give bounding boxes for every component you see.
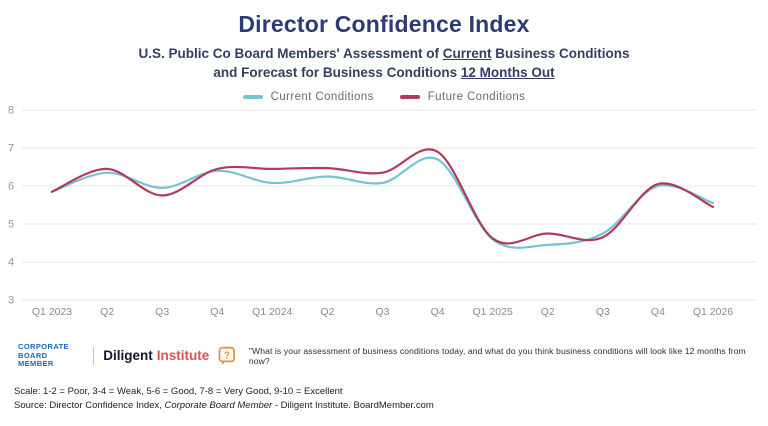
x-tick-q4: Q4 (651, 306, 665, 318)
chart-subtitle: U.S. Public Co Board Members' Assessment… (0, 44, 768, 82)
chart-legend: Current Conditions Future Conditions (0, 91, 768, 103)
logo-line2: BOARD MEMBER (18, 350, 54, 369)
confidence-chart: 3 4 5 6 7 8 Q1 2023 Q2 Q3 Q4 Q1 2024 Q2 Q3 Q4 Q1 2025 Q… (0, 100, 768, 330)
x-tick-q1-2025: Q1 2025 (473, 306, 513, 318)
x-tick-q4: Q4 (210, 306, 224, 318)
footer: CORPORATE BOARD MEMBER Diligent Institute… (14, 343, 758, 411)
legend-item-current: Current Conditions (242, 91, 374, 103)
confidence-chart-svg: 3 4 5 6 7 8 Q1 2023 Q2 Q3 Q4 Q1 2024 Q2 Q3 Q4 Q1 2025 Q… (8, 105, 756, 318)
survey-question-text: "What is your assessment of business con… (248, 346, 746, 366)
subtitle-line1-underlined: Current (442, 46, 492, 61)
diligent-wordmark: Diligent (103, 348, 153, 363)
y-tick-4: 4 (8, 257, 14, 269)
brand-row: CORPORATE BOARD MEMBER Diligent Institute… (18, 343, 758, 369)
x-tick-q2: Q2 (541, 306, 555, 318)
x-tick-q2: Q2 (320, 306, 334, 318)
legend-item-future: Future Conditions (399, 91, 526, 103)
future-conditions-line (50, 148, 715, 245)
y-tick-3: 3 (8, 295, 14, 307)
x-tick-q1-2023: Q1 2023 (32, 306, 72, 318)
y-tick-6: 6 (8, 181, 14, 193)
svg-text:?: ? (224, 350, 230, 361)
source-post: - Diligent Institute. BoardMember.com (272, 400, 434, 411)
institute-wordmark: Institute (156, 348, 210, 363)
x-tick-q3: Q3 (155, 306, 169, 318)
x-tick-q3: Q3 (375, 306, 389, 318)
source-pre: Source: Director Confidence Index, (14, 400, 165, 411)
subtitle-line2-pre: and Forecast for Business Conditions (213, 65, 461, 80)
y-tick-7: 7 (8, 143, 14, 155)
chart-header: Director Confidence Index U.S. Public Co… (0, 0, 768, 82)
y-tick-8: 8 (8, 105, 14, 117)
source-note: Source: Director Confidence Index, Corpo… (14, 400, 434, 411)
logo-line1: CORPORATE (18, 342, 69, 352)
x-tick-q4: Q4 (431, 306, 445, 318)
page-title: Director Confidence Index (238, 11, 530, 37)
subtitle-line2-underlined: 12 Months Out (460, 65, 555, 80)
legend-label-current: Current Conditions (270, 91, 374, 103)
scale-note: Scale: 1-2 = Poor, 3-4 = Weak, 5-6 = Goo… (14, 386, 343, 397)
corporate-board-member-logo: CORPORATE BOARD MEMBER (18, 343, 84, 369)
question-bubble-icon: ? (218, 346, 236, 365)
subtitle-line1-pre: U.S. Public Co Board Members' Assessment… (138, 46, 443, 61)
x-tick-q3: Q3 (596, 306, 610, 318)
future-conditions-swatch (399, 95, 420, 99)
current-conditions-swatch (242, 95, 263, 99)
subtitle-line1-post: Business Conditions (491, 46, 630, 61)
current-conditions-line (50, 156, 715, 249)
x-tick-q2: Q2 (100, 306, 114, 318)
legend-label-future: Future Conditions (427, 91, 526, 103)
diligent-institute-logo: Diligent Institute (103, 347, 209, 365)
brand-divider (93, 347, 95, 365)
x-tick-q1-2026: Q1 2026 (693, 306, 733, 318)
y-tick-5: 5 (8, 219, 14, 231)
source-italic: Corporate Board Member (164, 400, 273, 411)
x-tick-q1-2024: Q1 2024 (252, 306, 292, 318)
